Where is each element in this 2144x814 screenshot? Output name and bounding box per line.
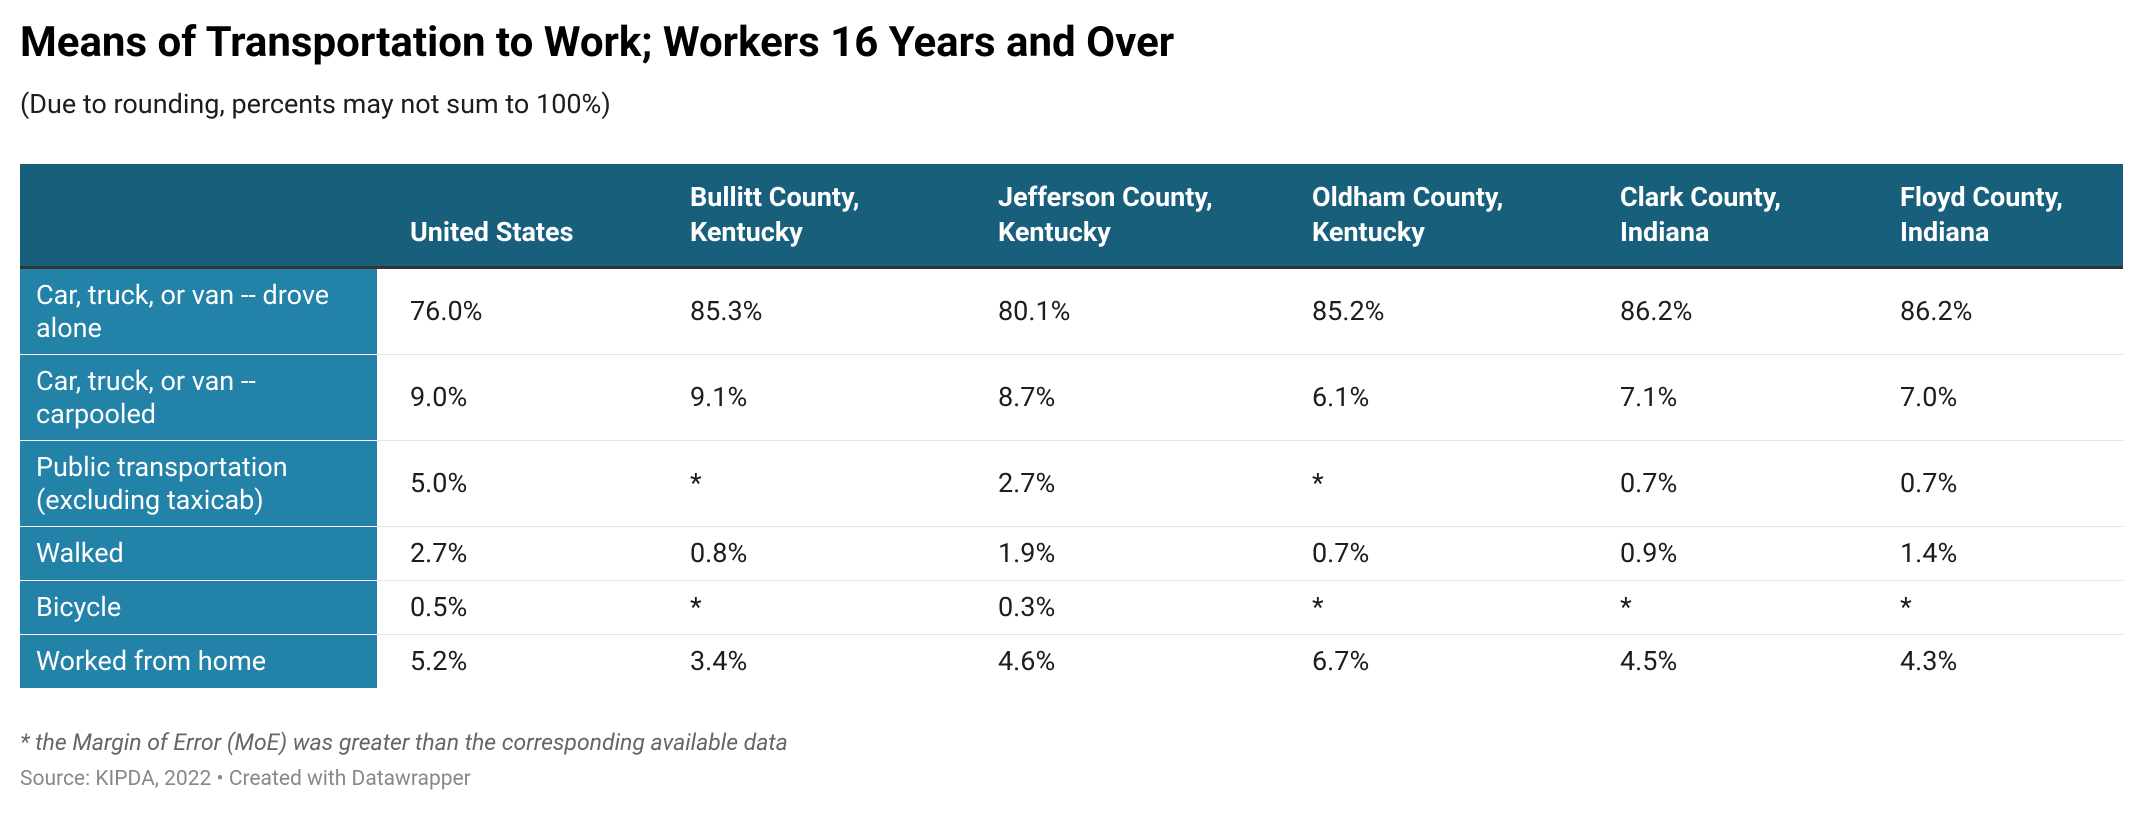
table-cell: 0.7% [1884,440,2123,527]
source: Source: KIPDA, 2022 • Created with Dataw… [20,767,471,791]
table-cell: * [1296,440,1604,527]
table-cell: 0.7% [1296,526,1604,581]
table-cell: 80.1% [982,267,1296,355]
corner-cell [20,164,377,269]
table-cell: 4.3% [1900,645,1958,677]
table-cell: 6.7% [1312,645,1370,677]
table-cell: 9.0% [377,354,674,441]
table-cell: 4.5% [1620,645,1678,677]
table-cell: 76.0% [377,267,674,355]
table-cell: 8.7% [982,354,1296,441]
table-cell: 4.6% [998,645,1056,677]
table-cell: 1.9% [982,526,1296,581]
table-cell: 2.7% [982,440,1296,527]
table-row: Worked from home 5.2% 3.4% 4.6% 6.7% 4.5% 4.3% [20,634,2123,688]
column-header: Clark County, Indiana [1604,164,1884,269]
table-cell: * [1296,580,1604,635]
table-cell: 6.1% [1296,354,1604,441]
table-cell: 2.7% [377,526,674,581]
row-header: Worked from home [20,634,377,688]
table-cell: 3.4% [690,645,748,677]
table-cell: 7.1% [1604,354,1884,441]
subtitle: (Due to rounding, percents may not sum t… [20,88,611,120]
table-row: Car, truck, or van -- carpooled 9.0% 9.1% 8… [20,354,2123,441]
footnote: * the Margin of Error (MoE) was greater … [20,729,788,756]
table-body: Car, truck, or van -- drove alone 76.0% 85… [20,267,2123,688]
table-cell: 0.3% [982,580,1296,635]
table-cell: * [674,580,982,635]
table-cell: 0.8% [674,526,982,581]
row-header: Bicycle [20,580,377,635]
table-cell: 9.1% [674,354,982,441]
table-cell: 0.7% [1604,440,1884,527]
column-header: Jefferson County, Kentucky [982,164,1296,269]
table-cell: 0.5% [377,580,674,635]
table-cell: * [674,440,982,527]
column-header: United States [377,164,674,269]
row-header: Car, truck, or van -- drove alone [20,267,377,355]
table-row: Public transportation (excluding taxicab… [20,440,2123,527]
title: Means of Transportation to Work; Workers… [20,18,1175,67]
table-cell: 85.2% [1296,267,1604,355]
table-cell: 0.9% [1604,526,1884,581]
table-cell: 5.2% [410,645,468,677]
table-cell: 1.4% [1884,526,2123,581]
row-header: Public transportation (excluding taxicab… [20,440,377,527]
table-cell: 86.2% [1884,267,2123,355]
table-row: Bicycle 0.5% * 0.3% * * * [20,580,2123,635]
table-cell: * [1884,580,2123,635]
table-cell: 5.0% [377,440,674,527]
row-header: Walked [20,526,377,581]
header-row: United States Bullitt County, Kentucky Jef… [20,164,2123,269]
table-cell: 86.2% [1604,267,1884,355]
table-cell: 7.0% [1884,354,2123,441]
table-cell: * [1604,580,1884,635]
row-header: Car, truck, or van -- carpooled [20,354,377,441]
table-row: Walked 2.7% 0.8% 1.9% 0.7% 0.9% 1.4% [20,526,2123,581]
table-row: Car, truck, or van -- drove alone 76.0% 85… [20,267,2123,355]
column-header: Floyd County, Indiana [1884,164,2123,269]
column-header: Bullitt County, Kentucky [674,164,982,269]
table-cell: 85.3% [674,267,982,355]
data-table: United States Bullitt County, Kentucky Jef… [20,164,2123,688]
column-header: Oldham County, Kentucky [1296,164,1604,269]
